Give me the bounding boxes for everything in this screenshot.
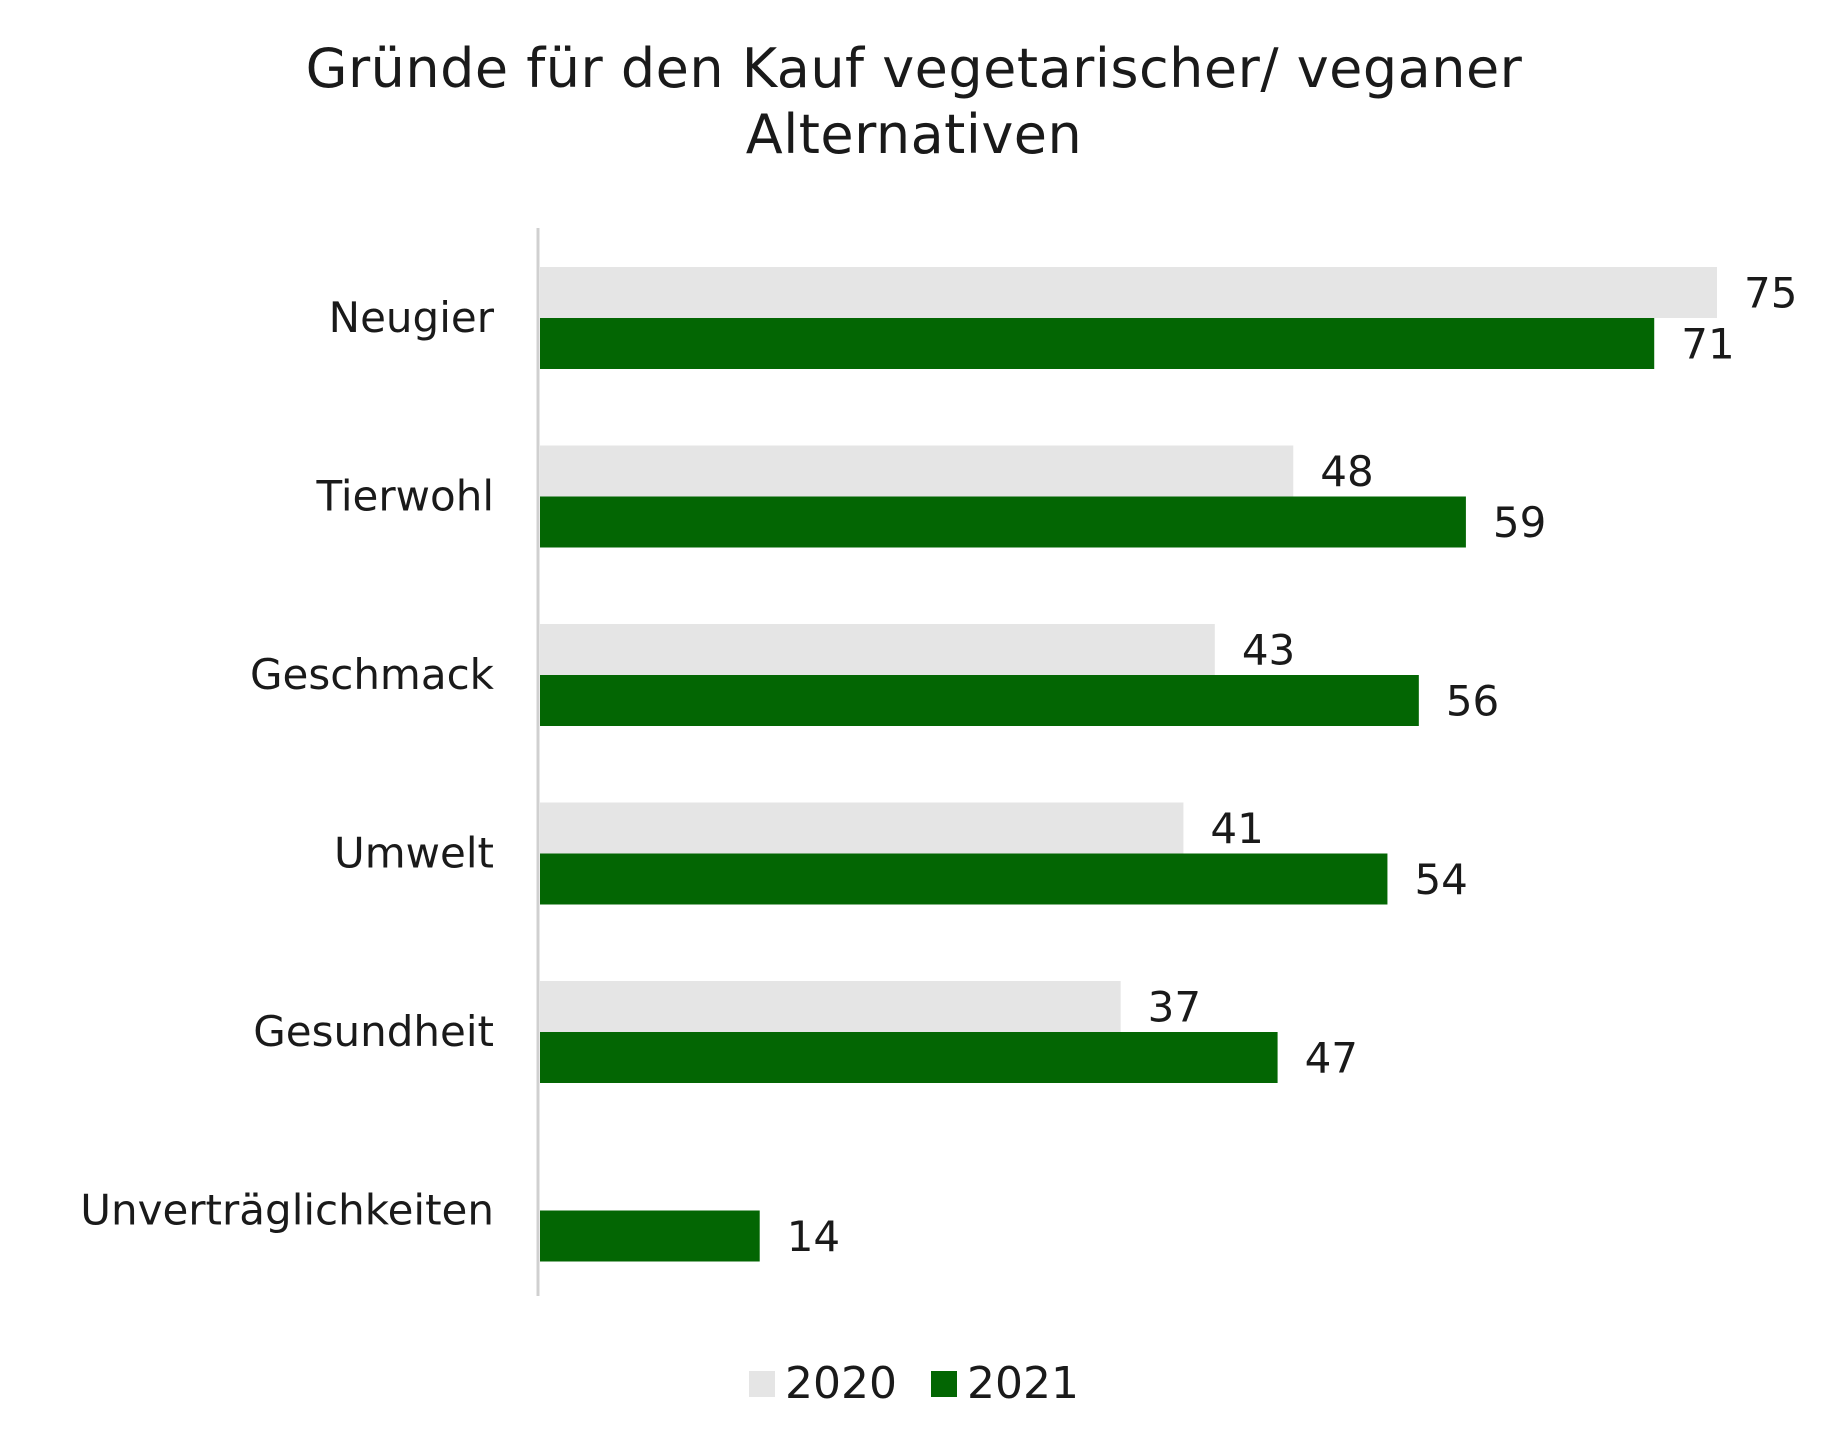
data-label-2021-umwelt: 54 <box>1414 855 1467 904</box>
category-label-umwelt: Umwelt <box>334 829 494 878</box>
bar-2021-gesundheit <box>540 1032 1278 1083</box>
legend-item-2021: 2021 <box>931 1358 1079 1409</box>
legend-label-2020: 2020 <box>785 1358 897 1409</box>
bar-2020-neugier <box>540 267 1717 318</box>
category-label-tierwohl: Tierwohl <box>316 472 494 521</box>
data-label-2021-neugier: 71 <box>1681 320 1734 369</box>
data-label-2020-umwelt: 41 <box>1210 804 1263 853</box>
bar-2020-tierwohl <box>540 445 1294 497</box>
legend: 2020 2021 <box>0 1358 1828 1409</box>
bar-2020-umwelt <box>540 802 1184 854</box>
chart-title-line-1: Gründe für den Kauf vegetarischer/ vegan… <box>305 37 1523 100</box>
bar-2021-umwelt <box>540 853 1388 905</box>
category-label-gesundheit: Gesundheit <box>253 1007 494 1056</box>
chart-title: Gründe für den Kauf vegetarischer/ vegan… <box>0 36 1828 168</box>
legend-item-2020: 2020 <box>749 1358 897 1409</box>
bar-2021-tierwohl <box>540 496 1466 548</box>
category-label-unvertraeglichkeiten: Unverträglichkeiten <box>80 1186 494 1235</box>
bar-2020-gesundheit <box>540 981 1121 1032</box>
legend-swatch-2020 <box>749 1370 776 1397</box>
data-label-2020-neugier: 75 <box>1744 269 1797 318</box>
legend-swatch-2021 <box>931 1370 957 1397</box>
category-label-neugier: Neugier <box>329 293 495 342</box>
bar-2021-geschmack <box>540 675 1419 726</box>
legend-label-2021: 2021 <box>967 1358 1079 1409</box>
data-label-2021-gesundheit: 47 <box>1305 1034 1358 1083</box>
data-label-2021-tierwohl: 59 <box>1493 498 1546 547</box>
category-label-geschmack: Geschmack <box>250 650 495 699</box>
chart-title-line-2: Alternativen <box>745 103 1083 166</box>
data-label-2021-geschmack: 56 <box>1446 677 1499 726</box>
data-label-2020-tierwohl: 48 <box>1320 447 1373 496</box>
bar-2020-geschmack <box>540 624 1215 675</box>
bars-layer <box>540 267 1717 1262</box>
data-label-2021-unvertraeglichkeiten: 14 <box>787 1212 840 1261</box>
data-label-2020-geschmack: 43 <box>1242 626 1295 675</box>
data-label-2020-gesundheit: 37 <box>1148 983 1201 1032</box>
bar-2021-unvertraeglichkeiten <box>540 1210 760 1262</box>
bar-2021-neugier <box>540 318 1655 369</box>
